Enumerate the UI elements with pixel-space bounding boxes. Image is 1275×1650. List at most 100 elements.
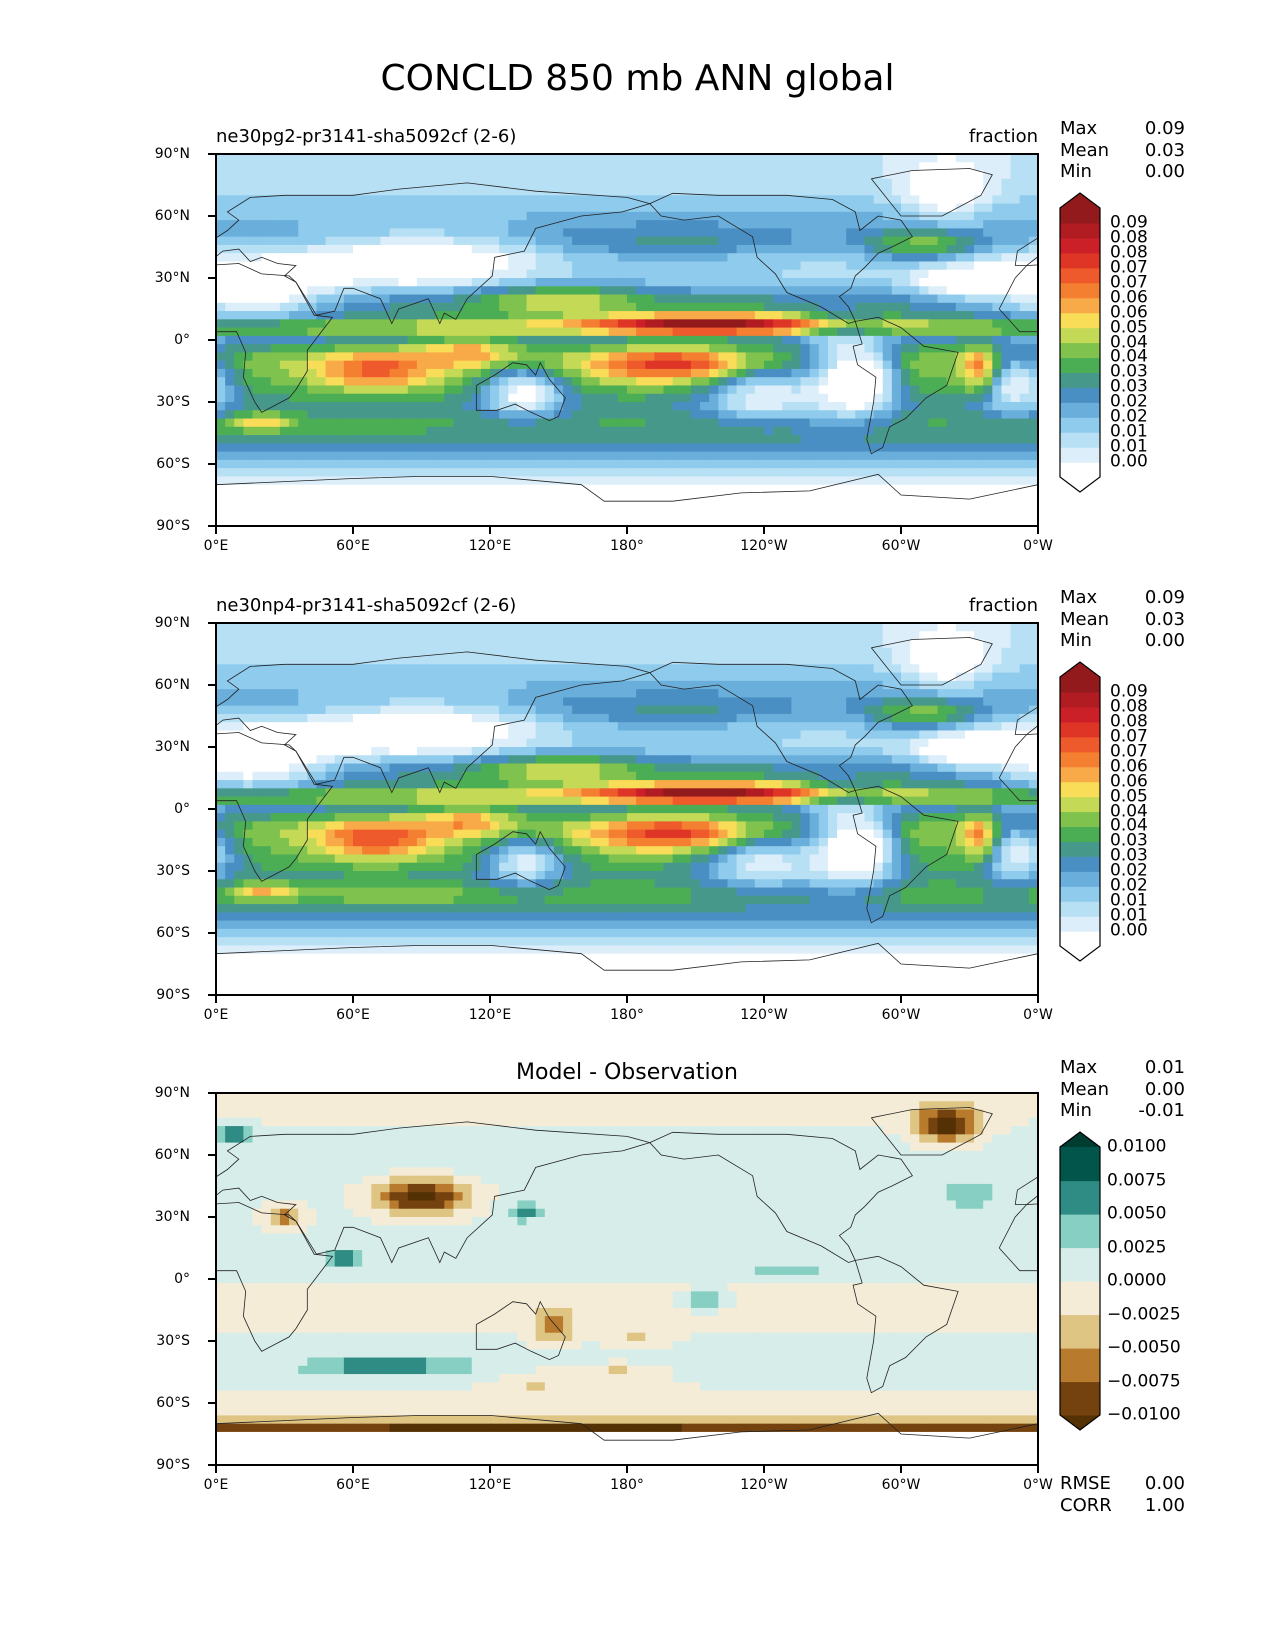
contour-cell: [681, 476, 692, 486]
contour-cell: [809, 451, 820, 461]
contour-cell: [544, 631, 555, 641]
contour-cell: [499, 360, 509, 370]
contour-cell: [764, 435, 774, 444]
contour-cell: [325, 178, 336, 188]
contour-cell: [343, 203, 354, 213]
contour-cell: [846, 170, 856, 180]
contour-cell: [818, 335, 829, 345]
contour-cell: [700, 680, 710, 690]
contour-cell: [873, 402, 884, 411]
contour-cell: [1019, 509, 1030, 519]
contour-cell: [343, 236, 354, 246]
contour-cell: [353, 680, 363, 690]
contour-cell: [818, 623, 829, 632]
contour-cell: [736, 418, 747, 428]
contour-cell: [371, 468, 381, 477]
contour-cell: [809, 647, 820, 657]
contour-cell: [846, 631, 856, 641]
contour-cell: [663, 261, 674, 271]
contour-cell: [983, 236, 993, 246]
contour-cell: [462, 435, 473, 444]
contour-cell: [617, 418, 628, 428]
contour-cell: [745, 162, 756, 172]
contour-cell: [353, 639, 363, 649]
colorbar-band: [1060, 387, 1100, 403]
contour-cell: [490, 195, 500, 205]
contour-cell: [508, 639, 518, 649]
contour-cell: [745, 286, 756, 296]
contour-cell: [855, 294, 866, 304]
contour-cell: [754, 402, 765, 411]
contour-cell: [252, 672, 263, 682]
contour-cell: [462, 327, 473, 337]
contour-cell: [636, 211, 646, 221]
contour-cell: [654, 236, 665, 246]
contour-cell: [700, 344, 710, 353]
contour-cell: [709, 672, 719, 682]
contour-cell: [563, 418, 573, 428]
contour-cell: [279, 319, 290, 329]
contour-cell: [974, 154, 984, 163]
contour-cell: [827, 294, 838, 304]
contour-cell: [636, 311, 646, 320]
contour-cell: [234, 253, 244, 263]
contour-cell: [353, 418, 363, 428]
contour-cell: [946, 631, 957, 641]
contour-cell: [343, 623, 354, 632]
contour-cell: [563, 451, 573, 461]
contour-cell: [809, 195, 820, 205]
contour-cell: [444, 344, 455, 353]
contour-cell: [764, 672, 774, 682]
contour-cell: [307, 426, 318, 436]
contour-cell: [709, 360, 719, 370]
contour-cell: [946, 269, 957, 279]
contour-cell: [325, 203, 336, 213]
contour-cell: [873, 492, 884, 502]
contour-cell: [362, 344, 372, 353]
contour-cell: [974, 623, 984, 632]
contour-cell: [316, 418, 327, 428]
contour-cell: [572, 517, 582, 526]
contour-cell: [599, 269, 610, 279]
contour-cell: [919, 393, 929, 403]
contour-cell: [270, 393, 281, 403]
contour-cell: [672, 426, 683, 436]
stat-name: Mean: [1060, 139, 1110, 161]
contour-cell: [964, 623, 975, 632]
contour-cell: [544, 639, 555, 649]
contour-cell: [818, 680, 829, 690]
contour-cell: [709, 368, 719, 378]
contour-cell: [700, 319, 710, 329]
contour-cell: [499, 410, 509, 420]
contour-cell: [782, 220, 792, 229]
contour-cell: [225, 631, 235, 641]
contour-cell: [800, 253, 811, 263]
contour-cell: [627, 459, 637, 469]
contour-cell: [800, 484, 811, 494]
contour-cell: [316, 211, 327, 221]
contour-cell: [261, 302, 272, 312]
contour-cell: [782, 476, 792, 486]
contour-cell: [416, 352, 427, 362]
contour-cell: [325, 689, 336, 698]
contour-cell: [690, 286, 701, 296]
contour-cell: [992, 451, 1003, 461]
contour-cell: [1001, 476, 1012, 486]
contour-cell: [773, 451, 783, 461]
contour-cell: [389, 385, 400, 395]
contour-cell: [873, 484, 884, 494]
contour-cell: [508, 509, 518, 519]
contour-cell: [535, 443, 546, 453]
contour-cell: [435, 468, 445, 477]
contour-cell: [380, 236, 391, 246]
contour-cell: [608, 647, 619, 657]
contour-cell: [1010, 509, 1021, 519]
contour-cell: [325, 656, 336, 665]
contour-cell: [508, 435, 518, 444]
contour-cell: [252, 443, 263, 453]
contour-cell: [654, 162, 665, 172]
contour-cell: [1010, 468, 1021, 477]
colorbar-tick-label: 0.06: [1110, 302, 1148, 323]
contour-cell: [974, 484, 984, 494]
contour-cell: [690, 459, 701, 469]
